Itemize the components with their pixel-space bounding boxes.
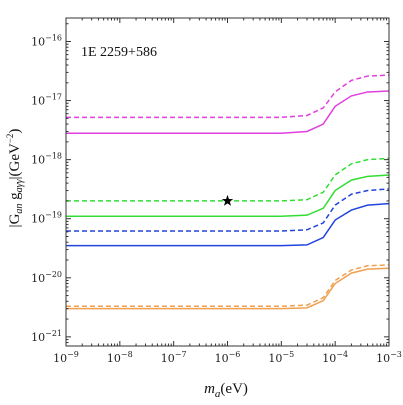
plot-annotation: 1E 2259+586: [81, 45, 157, 60]
x-axis-title: ma(eV): [204, 381, 248, 400]
y-tick-label: 10−18: [31, 152, 62, 167]
series-line-4: [66, 174, 390, 218]
x-tick-label: 10−7: [161, 350, 187, 365]
y-tick-label: 10−19: [31, 211, 62, 226]
series-line-8: [66, 267, 390, 310]
x-tick-label: 10−9: [53, 350, 79, 365]
x-tick-label: 10−6: [215, 350, 241, 365]
axis-ticks: [65, 18, 390, 347]
star-marker: [221, 194, 234, 206]
series-line-2: [66, 90, 390, 134]
data-marker-layer: [221, 194, 234, 206]
x-tick-label: 10−5: [268, 350, 294, 365]
x-tick-label: 10−8: [107, 350, 133, 365]
y-axis-title: |Gan gaγγ|(GeV−2): [5, 129, 25, 228]
series-line-6: [66, 202, 390, 247]
y-tick-label: 10−21: [31, 329, 62, 344]
plot-frame: [65, 17, 390, 347]
x-tick-label: 10−4: [322, 350, 348, 365]
series-lines: [66, 74, 390, 310]
tick-labels: 10−9 10−8 10−7 10−6 10−5 10−4 10−3 10−21 10−20 10…: [31, 34, 402, 365]
x-tick-label: 10−3: [376, 350, 402, 365]
series-line-5: [66, 188, 390, 232]
y-tick-label: 10−16: [31, 34, 62, 49]
series-line-7: [66, 264, 390, 307]
series-line-1: [66, 74, 390, 119]
series-line-3: [66, 157, 390, 202]
y-tick-label: 10−17: [31, 93, 62, 108]
y-tick-label: 10−20: [31, 270, 62, 285]
